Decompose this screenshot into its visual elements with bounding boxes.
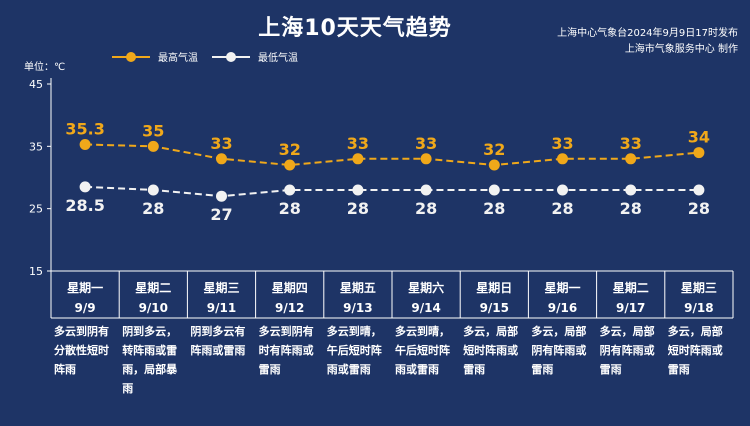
date-label: 9/10 [139,301,168,315]
producer-credit: 上海市气象服务中心 制作 [624,44,738,55]
forecast-description: 多云到晴，午后短时阵雨或雷雨 [326,325,382,376]
low-temp-line [85,185,699,198]
weekday-label: 星期五 [340,280,376,295]
chart-marks: 35.3 35 33 32 33 33 32 33 33 34 28.5 28 27 28 28 28 28 28… [65,119,710,224]
forecast-description: 阴到多云，转阵雨或雷雨，局部暴雨 [122,325,178,395]
low-temp-label: 27 [210,205,232,224]
date-label: 9/12 [275,301,304,315]
low-temp-point [216,190,227,202]
forecast-description: 多云到晴，午后短时阵雨或雷雨 [395,325,450,376]
date-label: 9/14 [411,301,440,315]
high-temp-point [284,159,296,171]
legend-high: 最高气温 [112,49,198,64]
legend-low: 最低气温 [212,49,298,64]
high-temp-label: 35 [142,121,164,140]
high-temp-point [420,153,432,165]
high-temp-label: 32 [483,140,505,159]
low-temp-label: 28 [347,199,369,218]
low-temp-label: 28 [279,199,301,218]
forecast-description: 多云，局部阴有阵雨或雷雨 [531,325,587,376]
low-temp-label: 28 [688,199,710,218]
high-temp-point [79,138,91,150]
low-temp-point [488,184,500,196]
date-label: 9/18 [684,301,713,315]
high-temp-label: 33 [415,134,437,153]
weekday-label: 星期四 [272,280,308,295]
weekday-label: 星期一 [544,280,580,295]
day-headers: 星期一 9/9 星期二 9/10 星期三 9/11 星期四 9/12 星期五 9/13 星期六 9/1… [67,280,717,315]
unit-label: 单位：℃ [24,62,66,73]
forecast-description: 阴到多云有阵雨或雷雨 [190,325,246,357]
forecast-description: 多云，局部短时阵雨或雷雨 [463,325,519,376]
page-title: 上海10天天气趋势 [258,16,452,41]
high-temp-point [625,153,637,165]
low-temp-point [79,181,91,193]
weekday-label: 星期一 [67,280,103,295]
legend-low-label: 最低气温 [258,53,298,64]
weekday-label: 星期三 [203,280,239,295]
high-temp-point [352,153,364,165]
forecast-description: 多云，局部阴有阵雨或雷雨 [599,325,655,376]
high-temp-label: 34 [688,128,710,147]
weekday-label: 星期二 [613,280,649,295]
legend-low-swatch [212,51,250,62]
forecast-description: 多云到阴有时有阵雨或雷雨 [258,325,314,376]
forecast-description: 多云，局部短时阵雨或雷雨 [667,325,723,376]
date-label: 9/16 [548,301,577,315]
high-temp-label: 33 [551,134,573,153]
high-temp-label: 33 [210,134,232,153]
high-temp-point [557,153,568,165]
date-label: 9/11 [207,301,236,315]
high-temp-label: 35.3 [65,119,104,138]
weekday-label: 星期日 [476,280,512,295]
legend-high-label: 最高气温 [158,53,198,64]
low-temp-point [284,184,296,196]
chart-axes: 15 25 35 45 [29,78,734,319]
y-tick-label: 35 [29,140,43,153]
low-temp-label: 28 [483,199,505,218]
y-tick-label: 15 [29,265,43,278]
weekday-label: 星期三 [681,280,717,295]
high-temp-point [216,153,227,165]
y-tick-label: 25 [29,203,43,216]
y-tick-label: 45 [29,78,43,91]
weekday-label: 星期六 [408,280,444,295]
low-temp-point [693,184,705,196]
date-label: 9/15 [480,301,509,315]
high-temp-line [85,143,699,167]
low-temp-point [557,184,568,196]
low-temp-point [420,184,432,196]
low-temp-point [352,184,364,196]
date-label: 9/17 [616,301,645,315]
high-temp-point [693,147,705,159]
low-temp-label: 28 [551,199,573,218]
low-temp-point [625,184,637,196]
low-temp-label: 28.5 [65,196,104,215]
date-label: 9/13 [343,301,372,315]
issuer-credit: 上海中心气象台2024年9月9日17时发布 [557,28,738,39]
weekday-label: 星期二 [135,280,171,295]
low-temp-label: 28 [620,199,642,218]
low-temp-label: 28 [142,199,164,218]
forecast-description: 多云到阴有分散性短时阵雨 [54,325,109,376]
high-temp-point [147,140,159,152]
high-temp-label: 32 [279,140,301,159]
legend-high-swatch [112,51,150,62]
date-label: 9/9 [75,301,96,315]
low-temp-point [147,184,159,196]
high-temp-label: 33 [620,134,642,153]
low-temp-label: 28 [415,199,437,218]
high-temp-point [488,159,500,171]
high-temp-label: 33 [347,134,369,153]
